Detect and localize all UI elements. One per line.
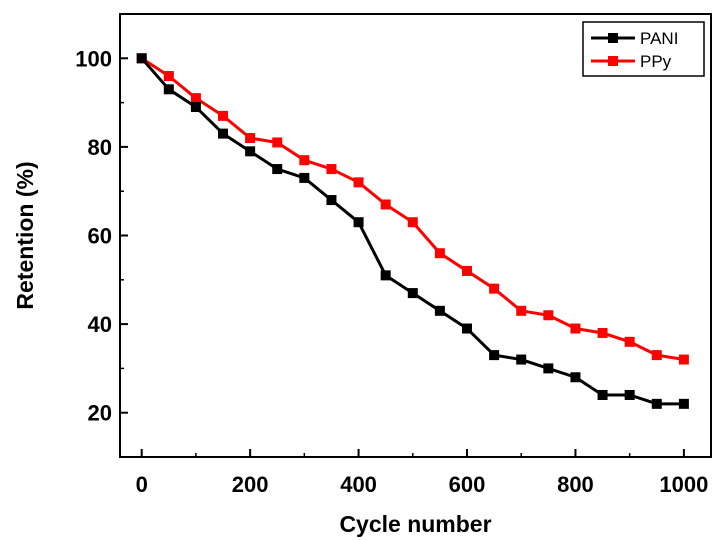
legend-marker — [608, 56, 618, 66]
data-point-pani — [380, 270, 391, 281]
data-point-pani — [272, 164, 283, 175]
data-point-ppy — [597, 327, 608, 338]
data-point-ppy — [624, 336, 635, 347]
plot-area — [119, 13, 712, 458]
legend-marker — [608, 33, 618, 43]
x-tick-label: 0 — [136, 472, 148, 497]
data-point-ppy — [651, 350, 662, 361]
data-point-pani — [326, 195, 337, 206]
series-layer — [136, 53, 689, 409]
data-point-pani — [462, 323, 473, 334]
x-tick-label: 1000 — [659, 472, 708, 497]
data-point-ppy — [353, 177, 364, 188]
x-tick-label: 800 — [557, 472, 594, 497]
x-tick-label: 600 — [449, 472, 486, 497]
legend-entry-pani: PANI — [591, 29, 678, 48]
data-point-ppy — [218, 110, 229, 121]
data-point-ppy — [299, 155, 310, 166]
data-point-ppy — [326, 164, 337, 175]
y-tick-label: 80 — [88, 135, 112, 160]
series-ppy — [136, 53, 689, 365]
legend-box — [582, 21, 705, 77]
data-point-pani — [163, 84, 174, 95]
y-tick-label: 60 — [88, 224, 112, 249]
y-tick-label: 100 — [75, 46, 112, 71]
series-line-ppy — [140, 57, 685, 362]
y-axis-title: Retention (%) — [12, 161, 38, 309]
data-point-pani — [136, 53, 147, 64]
data-point-pani — [597, 389, 608, 400]
data-point-ppy — [462, 265, 473, 276]
data-point-ppy — [163, 71, 174, 82]
data-point-pani — [407, 288, 418, 299]
x-tick-label: 400 — [340, 472, 377, 497]
x-tick-label: 200 — [232, 472, 269, 497]
legend-label: PPy — [640, 52, 672, 71]
data-point-pani — [651, 398, 662, 409]
data-point-pani — [543, 363, 554, 374]
data-point-pani — [434, 305, 445, 316]
data-point-pani — [245, 146, 256, 157]
legend-label: PANI — [640, 29, 678, 48]
data-point-pani — [489, 350, 500, 361]
axis-ticks: 0 200 400 600 800 1000 20 40 60 80 100 — [75, 46, 708, 497]
data-point-ppy — [407, 217, 418, 228]
data-point-ppy — [543, 310, 554, 321]
data-point-pani — [678, 398, 689, 409]
series-line-pani — [140, 57, 684, 406]
data-point-pani — [353, 217, 364, 228]
data-point-pani — [570, 372, 581, 383]
data-point-ppy — [245, 133, 256, 144]
data-point-pani — [190, 102, 201, 113]
plot-frame — [119, 13, 712, 458]
data-point-ppy — [380, 199, 391, 210]
y-tick-label: 20 — [88, 401, 112, 426]
data-point-pani — [299, 172, 310, 183]
series-pani — [136, 53, 689, 409]
data-point-ppy — [489, 283, 500, 294]
data-point-ppy — [570, 323, 581, 334]
data-point-pani — [624, 389, 635, 400]
data-point-ppy — [272, 137, 283, 148]
x-axis-title: Cycle number — [339, 511, 491, 537]
data-point-ppy — [516, 305, 527, 316]
data-point-ppy — [434, 248, 445, 259]
y-tick-label: 40 — [88, 312, 112, 337]
data-point-pani — [218, 128, 229, 139]
legend: PANI PPy — [582, 21, 705, 77]
data-point-ppy — [678, 354, 689, 365]
legend-entry-ppy: PPy — [591, 52, 672, 71]
data-point-ppy — [190, 93, 201, 104]
data-point-pani — [516, 354, 527, 365]
